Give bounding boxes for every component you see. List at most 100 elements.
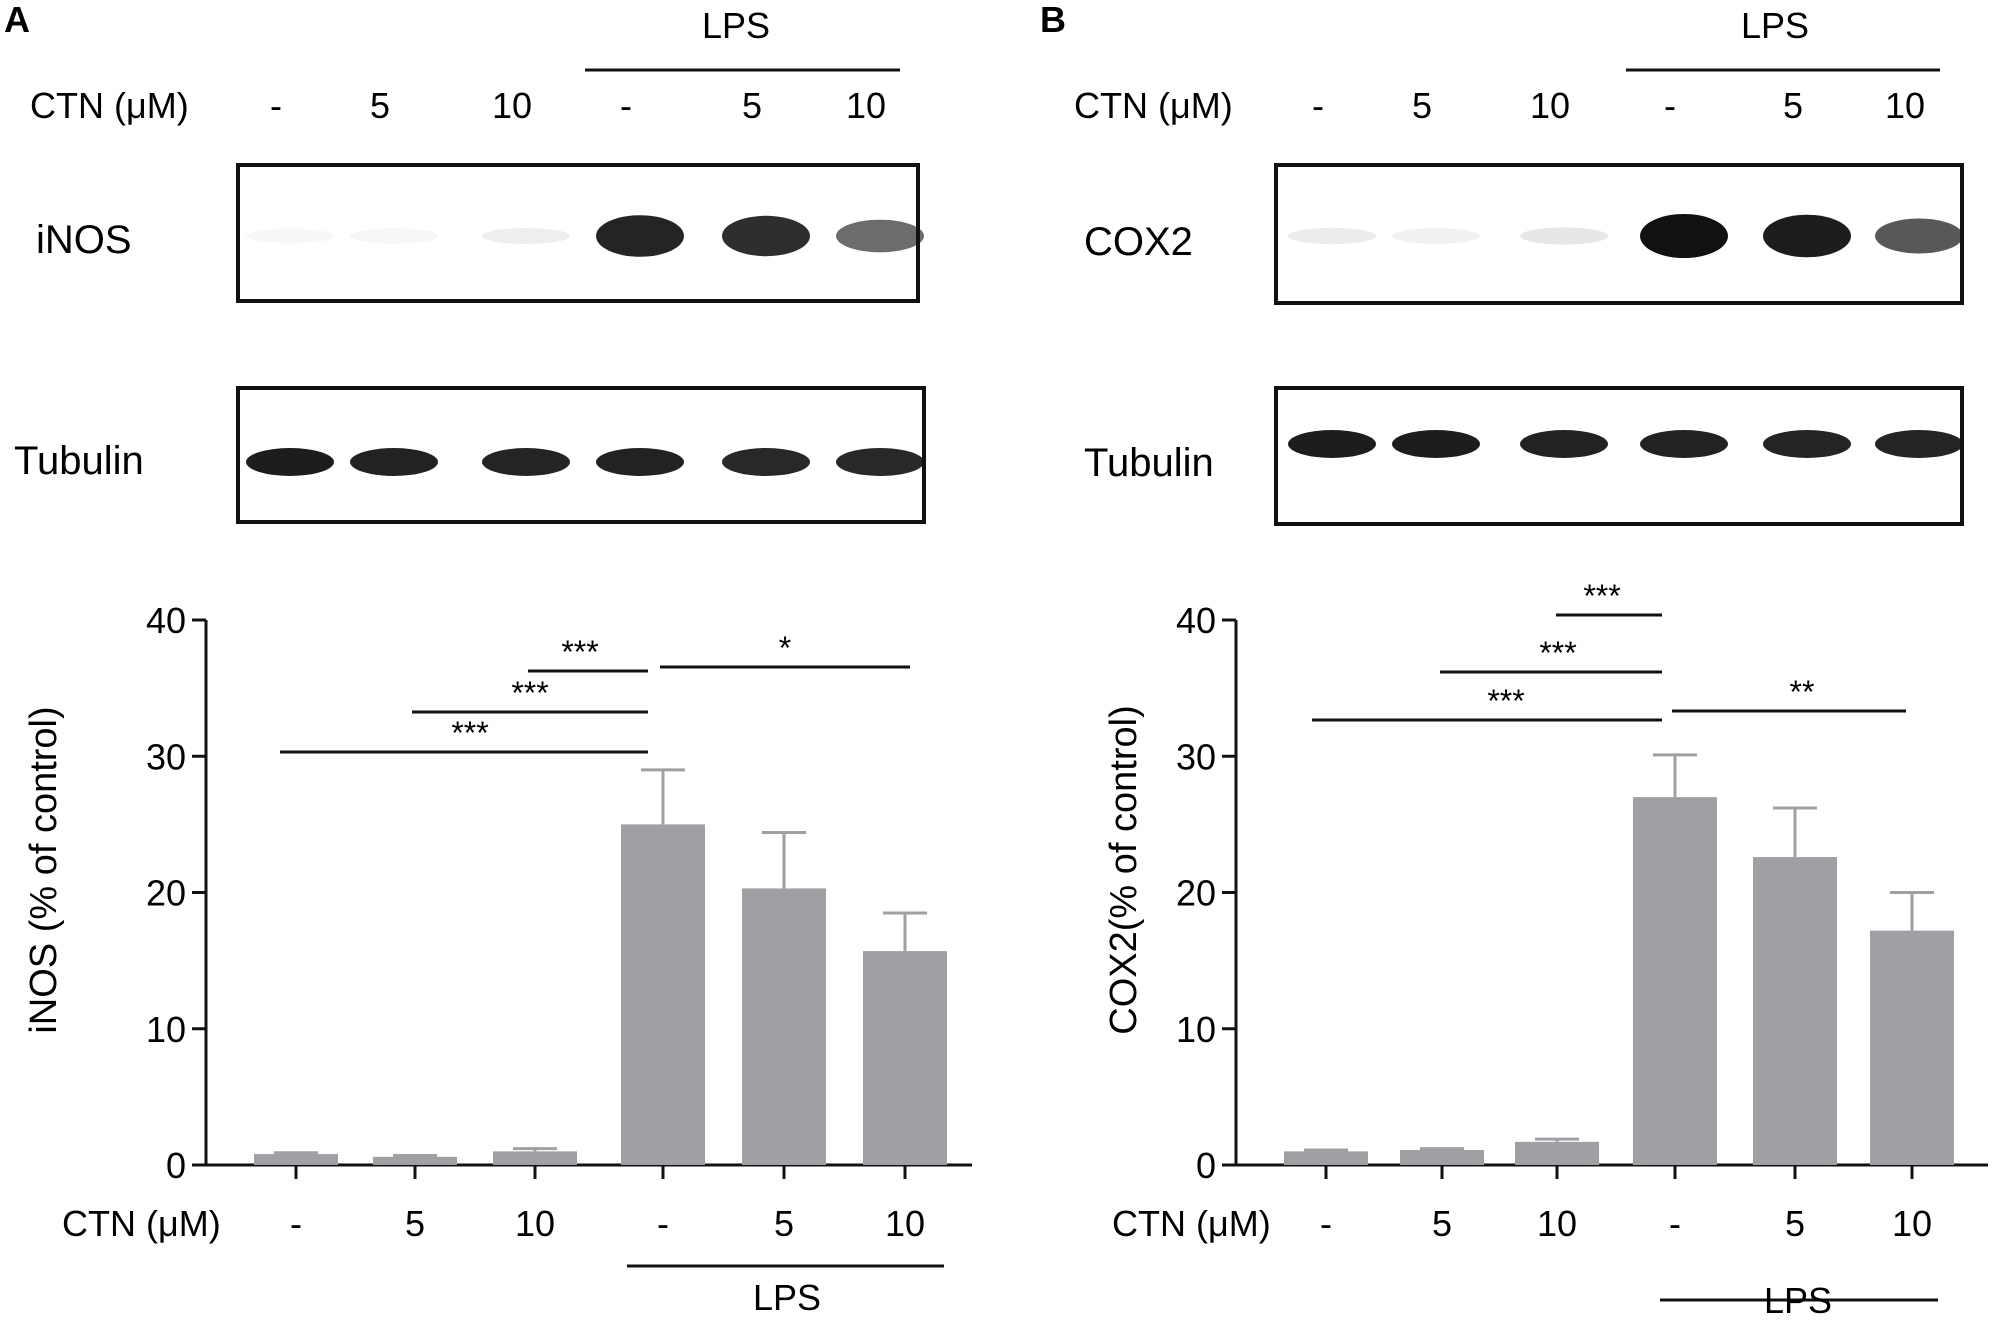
tubulin-band [482,448,570,476]
protein-band [596,215,684,257]
x-tick-label: 10 [1537,1203,1577,1244]
y-tick-label: 10 [146,1009,186,1050]
tubulin-band [722,448,810,476]
significance-label: *** [1583,578,1620,614]
protein-band [722,215,810,257]
lane-label-top: - [1312,85,1324,126]
lane-label-top: 5 [1783,85,1803,126]
lane-label-top: 5 [742,85,762,126]
tubulin-blot-frame [236,386,926,524]
tubulin-band [246,448,334,476]
y-tick-label: 30 [1176,736,1216,777]
protein-band [1392,228,1480,244]
significance-label: *** [561,634,598,670]
tubulin-band [1288,430,1376,458]
bar [493,1151,577,1165]
x-tick-label: 10 [1892,1203,1932,1244]
significance-label: ** [1790,674,1815,710]
lps-label-top: LPS [1741,5,1809,46]
significance-label: * [779,630,791,666]
lane-label-top: 5 [1412,85,1432,126]
lane-label-top: 10 [846,85,886,126]
bar [863,951,947,1165]
lps-label-top: LPS [702,5,770,46]
x-tick-label: 5 [405,1203,425,1244]
x-tick-label: 5 [1432,1203,1452,1244]
panel-letter: B [1040,0,1066,40]
y-axis-title: COX2(% of control) [1103,705,1145,1034]
bar [621,824,705,1165]
bar [373,1156,457,1165]
y-tick-label: 0 [1196,1145,1216,1186]
protein-band [1288,227,1376,245]
x-tick-label: 5 [1785,1203,1805,1244]
bar [1633,797,1717,1165]
tubulin-band [1520,430,1608,458]
panel-b: B LPS CTN (μM) - 5 10 - 5 10 COX2 Tubulin 0 10 20 30 40… [1040,0,1992,1321]
lps-label-bottom: LPS [1764,1280,1832,1318]
x-tick-label: - [657,1203,669,1244]
protein-label: iNOS [36,218,132,262]
tubulin-band [350,448,438,476]
protein-band [1875,218,1963,254]
panel-a: A LPS CTN (μM) - 5 10 - 5 10 iNOS Tubulin 0 10 20 30 40… [0,0,996,1318]
bar [1400,1150,1484,1165]
panel-b-figure: B LPS CTN (μM) - 5 10 - 5 10 COX2 Tubulin 0 10 20 30 40… [1040,0,1988,1321]
protein-band [1763,214,1851,258]
protein-band [1640,214,1728,258]
x-tick-label: - [290,1203,302,1244]
bar [1284,1151,1368,1165]
y-tick-label: 10 [1176,1009,1216,1050]
y-tick-label: 30 [146,736,186,777]
y-tick-label: 0 [166,1145,186,1186]
y-tick-label: 20 [146,873,186,914]
x-tick-label: 10 [885,1203,925,1244]
significance-label: *** [451,715,488,751]
panel-letter: A [4,0,30,40]
tubulin-band [1392,430,1480,458]
significance-label: *** [1539,635,1576,671]
protein-band [836,219,924,253]
lane-label-top: 5 [370,85,390,126]
y-tick-label: 20 [1176,873,1216,914]
lane-label-top: 10 [1530,85,1570,126]
x-tick-label: 10 [515,1203,555,1244]
lane-label-top: - [620,85,632,126]
lane-label-top: - [270,85,282,126]
bar [254,1154,338,1165]
tubulin-band [596,448,684,476]
bar [1515,1141,1599,1165]
significance-label: *** [511,675,548,711]
loading-control-label: Tubulin [14,439,144,483]
y-tick-label: 40 [146,600,186,641]
x-tick-label: - [1669,1203,1681,1244]
y-axis-title: iNOS (% of control) [23,706,65,1033]
protein-blot-frame [1274,163,1964,305]
protein-label: COX2 [1084,220,1193,264]
significance-label: *** [1487,683,1524,719]
tubulin-band [1875,430,1963,458]
protein-blot-frame [236,163,920,303]
protein-band [246,229,334,244]
lps-label-bottom: LPS [753,1277,821,1318]
lane-label-top: 10 [492,85,532,126]
bar [1870,930,1954,1165]
panel-a-figure: A LPS CTN (μM) - 5 10 - 5 10 iNOS Tubulin 0 10 20 30 40… [4,0,972,1318]
bar [742,888,826,1165]
tubulin-band [1763,430,1851,458]
treatment-label-top: CTN (μM) [30,85,189,126]
x-tick-label: 5 [774,1203,794,1244]
loading-control-label: Tubulin [1084,441,1214,485]
tubulin-band [1640,430,1728,458]
treatment-label-top: CTN (μM) [1074,85,1233,126]
lane-label-top: 10 [1885,85,1925,126]
tubulin-band [836,448,924,476]
bar [1753,857,1837,1165]
lane-label-top: - [1664,85,1676,126]
protein-band [482,227,570,245]
protein-band [350,228,438,244]
x-axis-title: CTN (μM) [62,1203,221,1244]
x-axis-title: CTN (μM) [1112,1203,1271,1244]
protein-band [1520,227,1608,245]
y-tick-label: 40 [1176,600,1216,641]
